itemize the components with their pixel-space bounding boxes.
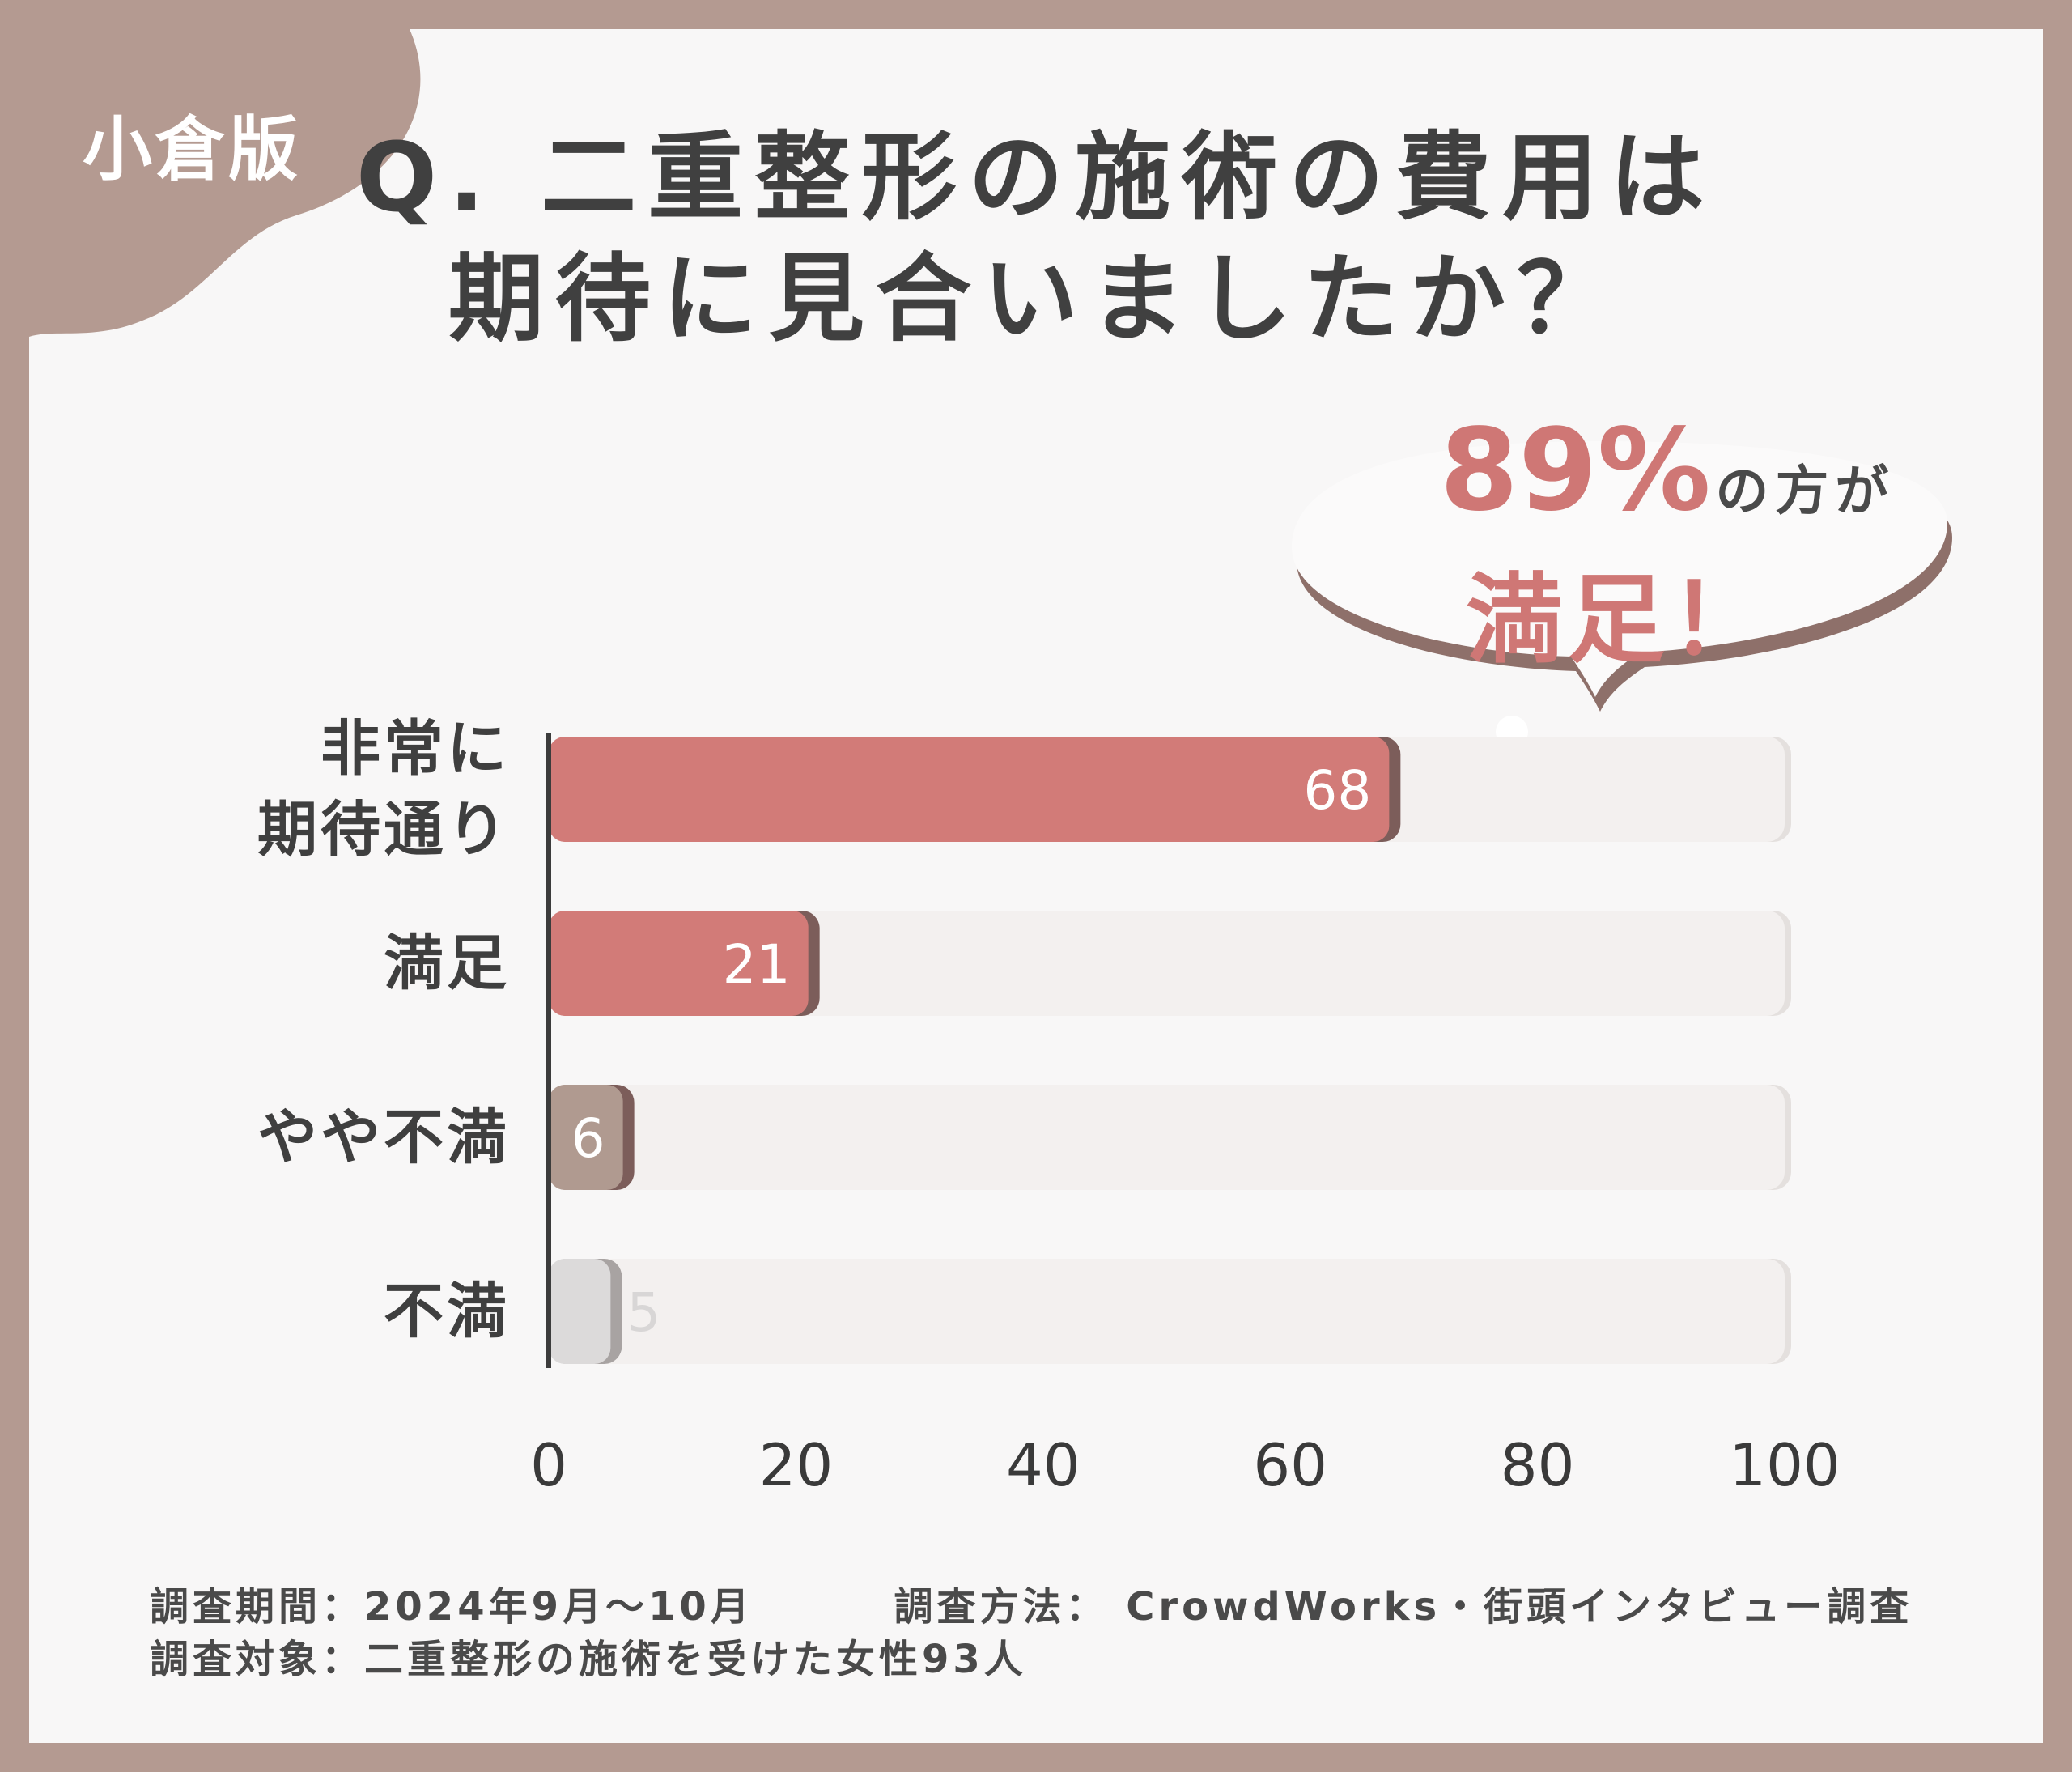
bar-track bbox=[549, 911, 1785, 1016]
footer-target: 調査対象：二重整形の施術を受けた女性93人 bbox=[150, 1637, 1027, 1682]
category-label: 満足 bbox=[384, 928, 510, 998]
background-decor bbox=[29, 29, 1952, 774]
bar-track bbox=[549, 1085, 1785, 1190]
card: 小倉版 bbox=[29, 29, 2043, 1743]
bar bbox=[549, 911, 809, 1016]
category-label: やや不満 bbox=[257, 1103, 510, 1172]
x-tick-label: 100 bbox=[1729, 1431, 1840, 1499]
footer-period: 調査期間：2024年9月～10月 bbox=[150, 1584, 754, 1630]
bar-track bbox=[549, 1259, 1785, 1364]
title-line-2: 期待に見合いましたか？ bbox=[448, 243, 1624, 355]
x-tick-label: 60 bbox=[1253, 1431, 1327, 1499]
title-line-1: Q. 二重整形の施術の費用は bbox=[355, 121, 1717, 233]
category-label: 非常に期待通り bbox=[257, 714, 510, 865]
callout-bubble bbox=[1292, 441, 1947, 697]
bar-value-label: 6 bbox=[571, 1107, 605, 1170]
category-label: 不満 bbox=[384, 1277, 510, 1346]
bar bbox=[549, 737, 1390, 842]
x-tick-label: 80 bbox=[1501, 1431, 1575, 1499]
callout-line-2: 満足！ bbox=[1466, 564, 1772, 677]
callout-percent: 89% bbox=[1439, 405, 1711, 537]
x-tick-label: 40 bbox=[1006, 1431, 1081, 1499]
region-badge: 小倉版 bbox=[83, 109, 301, 190]
bar bbox=[549, 1259, 611, 1364]
bar-value-label: 68 bbox=[1303, 759, 1371, 822]
bar-value-label: 5 bbox=[626, 1281, 660, 1344]
x-tick-label: 20 bbox=[759, 1431, 834, 1499]
footer-method: 調査方法： CrowdWorks・街頭インタビュー調査 bbox=[894, 1584, 1913, 1630]
bar bbox=[549, 1085, 623, 1190]
callout-suffix: の方が bbox=[1715, 460, 1896, 522]
x-tick-label: 0 bbox=[530, 1431, 567, 1499]
bar-value-label: 21 bbox=[723, 933, 791, 996]
callout-line-1: 89% の方が bbox=[1384, 405, 1951, 537]
footer-period-method: 調査期間：2024年9月～10月 調査方法： CrowdWorks・街頭インタビ… bbox=[150, 1574, 1913, 1631]
corner-shape bbox=[29, 29, 421, 337]
